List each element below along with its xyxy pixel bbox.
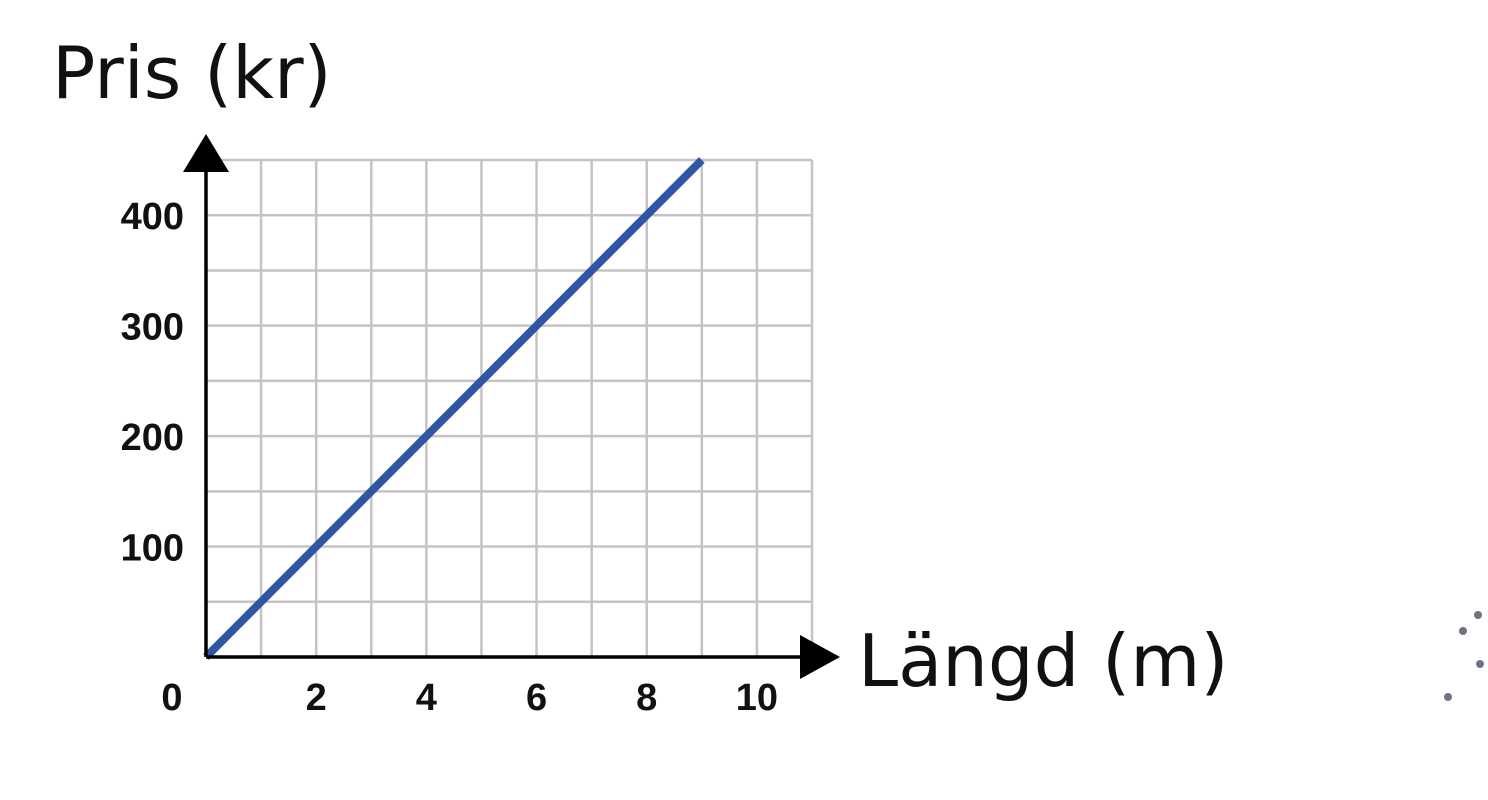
x-axis-arrow-icon xyxy=(800,635,840,679)
y-tick-label: 200 xyxy=(121,417,184,459)
x-tick-label: 10 xyxy=(736,677,778,719)
x-tick-label: 2 xyxy=(306,677,327,719)
decorative-dots-icon xyxy=(1444,611,1484,701)
y-tick-label: 100 xyxy=(121,528,184,570)
tick-labels: 0 2 4 6 8 10 100 200 300 400 xyxy=(121,196,778,719)
x-tick-label: 6 xyxy=(526,677,547,719)
x-tick-label: 4 xyxy=(416,677,437,719)
y-axis-label: Pris (kr) xyxy=(52,31,332,115)
x-tick-label: 8 xyxy=(636,677,657,719)
axes xyxy=(183,134,840,679)
decor-dot xyxy=(1444,693,1452,701)
decor-dot xyxy=(1474,611,1482,619)
y-axis-arrow-icon xyxy=(183,134,229,172)
series-layer xyxy=(203,157,705,660)
y-tick-label: 300 xyxy=(121,307,184,349)
series-line xyxy=(203,157,705,660)
y-tick-label: 400 xyxy=(121,196,184,238)
x-tick-label: 0 xyxy=(161,677,182,719)
grid xyxy=(206,158,814,657)
decor-dot xyxy=(1476,660,1484,668)
decor-dot xyxy=(1459,627,1467,635)
x-axis-label: Längd (m) xyxy=(858,619,1228,703)
